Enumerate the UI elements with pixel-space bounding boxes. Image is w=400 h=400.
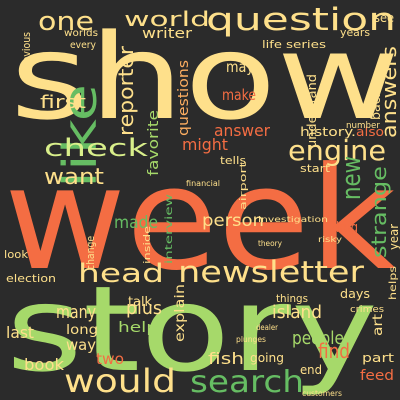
word-back: back (369, 90, 383, 120)
word-worlds: worlds (64, 28, 98, 39)
word-talk: talk (128, 295, 152, 310)
word-reporter: reporter (114, 45, 138, 136)
word-island: island (272, 302, 322, 323)
word-week: week (4, 137, 396, 302)
word-book: book (24, 355, 65, 374)
word-make: make (222, 86, 256, 104)
word-series: series (286, 38, 326, 51)
word-theory: theory (258, 239, 282, 248)
word-start: start (300, 162, 331, 175)
word-long: long (66, 323, 98, 338)
word-person: person (202, 211, 264, 231)
word-favorite: favorite (146, 110, 162, 176)
word-number: number (346, 121, 380, 131)
word-part: part (362, 351, 394, 365)
word-airport: airport (239, 161, 249, 210)
word-strange: strange (367, 166, 391, 258)
word-risky: risky (318, 235, 342, 244)
word-answer: answer (214, 121, 270, 140)
word-days: days (340, 287, 370, 301)
word-check: check (44, 134, 148, 162)
word-drug: drug (332, 220, 358, 236)
word-writer: writer (142, 26, 192, 42)
word-change: change (84, 236, 97, 270)
word-first: first (40, 92, 86, 113)
word-plunges: plunges (236, 335, 266, 344)
word-made: made (114, 213, 158, 233)
word-customers: customers (302, 389, 342, 398)
word-tells: tells (220, 154, 246, 167)
word-things: things (276, 292, 308, 305)
word-previous: previous (20, 32, 33, 72)
word-also: also (356, 125, 384, 139)
word-year: year (387, 224, 400, 250)
word-find: find (318, 339, 350, 363)
word-every: every (70, 40, 96, 51)
word-world: world (124, 7, 210, 31)
word-would: would (64, 362, 176, 400)
word-art: art (371, 314, 386, 336)
word-inside: inside (143, 225, 153, 264)
word-newsletter: newsletter (178, 255, 364, 289)
word-explain: explain (173, 284, 188, 342)
word-head: head (78, 259, 164, 289)
word-questions: questions (176, 60, 192, 136)
word-search: search (190, 365, 304, 400)
word-many: many (56, 302, 96, 323)
word-plus: plus (126, 298, 162, 319)
word-crimes: crimes (350, 305, 384, 315)
word-one: one (38, 7, 94, 37)
word-two: two (96, 350, 124, 368)
word-feed: feed (360, 368, 394, 384)
word-interview: interview (164, 194, 175, 264)
word-see: see (374, 11, 394, 25)
word-story: story (6, 260, 378, 398)
word-question: question (206, 2, 396, 38)
word-might: might (182, 135, 228, 154)
word-fish: fish (208, 349, 244, 368)
word-end: end (300, 363, 322, 377)
word-may: may (226, 58, 254, 76)
word-answers: answers (377, 46, 400, 138)
word-show: show (10, 8, 400, 146)
word-election: election (6, 272, 56, 285)
word-dealer: dealer (256, 323, 279, 332)
word-investigation: investigation (258, 215, 328, 224)
word-last: last (6, 323, 34, 342)
word-engine: engine (288, 134, 386, 167)
word-history: history. (300, 125, 356, 139)
word-way: way (66, 336, 96, 354)
word-look: look (4, 248, 29, 261)
word-financial: financial (186, 179, 220, 188)
word-new: new (337, 156, 367, 200)
word-understand: understand (305, 74, 319, 148)
word-help: help (118, 320, 158, 336)
word-like: like (53, 84, 107, 188)
word-people: people (292, 328, 344, 349)
word-going: going (250, 351, 284, 365)
word-life: life (262, 38, 282, 51)
word-helps: helps (388, 266, 399, 300)
word-want: want (44, 165, 104, 190)
word-years: years (340, 26, 370, 39)
